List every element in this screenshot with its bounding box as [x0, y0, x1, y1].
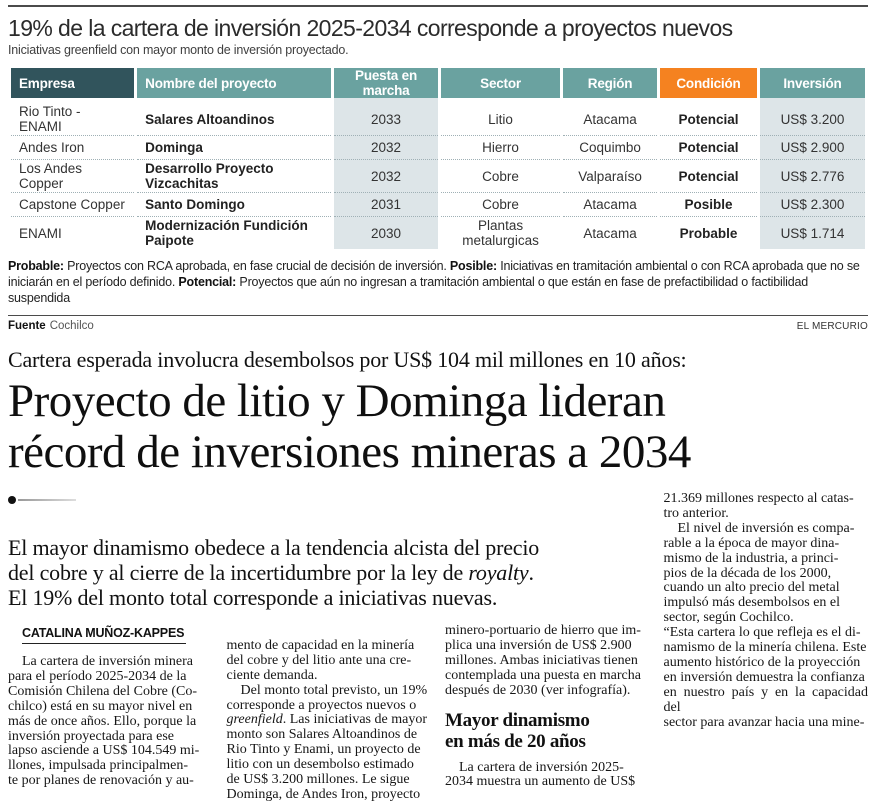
cell-inversion: US$ 3.200 [759, 98, 865, 135]
cell-condicion: Potencial [660, 159, 757, 192]
column-header-inversion: Inversión [759, 68, 865, 98]
cell-proyecto: Modernización Fundición Paipote [137, 216, 332, 249]
infographic-block: 19% de la cartera de inversión 2025-2034… [8, 15, 868, 334]
cell-condicion: Posible [660, 192, 757, 216]
table-row: Andes Iron Dominga 2032 Hierro Coquimbo … [11, 135, 865, 159]
table-header-row: Empresa Nombre del proyecto Puesta en ma… [11, 68, 865, 98]
cell-region: Atacama [563, 216, 658, 249]
bullet-rule [18, 499, 76, 501]
cell-empresa: ENAMI [11, 216, 135, 249]
cell-sector: Cobre [441, 192, 561, 216]
body-column-2: mento de capacidad en la minería del cob… [227, 624, 432, 803]
cell-puesta: 2033 [334, 98, 438, 135]
byline: CATALINA MUÑOZ-KAPPES [22, 626, 187, 644]
column-header-puesta: Puesta en marcha [334, 68, 438, 98]
column-3-paragraph-2: La cartera de inversión 2025- 2034 muest… [445, 759, 636, 790]
table-row: Rio Tinto - ENAMI Salares Altoandinos 20… [11, 98, 865, 135]
cell-proyecto: Dominga [137, 135, 332, 159]
column-2-text-before: mento de capacidad en la minería del cob… [226, 637, 428, 713]
cell-condicion: Potencial [678, 111, 739, 127]
column-header-condicion: Condición [660, 68, 757, 98]
source-rule [8, 315, 868, 316]
cell-sector: Hierro [441, 135, 561, 159]
infographic-subtitle: Iniciativas greenfield con mayor monto d… [8, 43, 349, 57]
lead-marker [8, 496, 650, 504]
top-rule [8, 5, 868, 7]
bullet-dot-icon [8, 496, 16, 504]
lead-royalty-italic: royalty [468, 560, 529, 585]
cell-empresa: Los Andes Copper [11, 159, 135, 192]
table-row: Los Andes Copper Desarrollo Proyecto Viz… [11, 159, 865, 192]
body-column-4: 21.369 millones respecto al catas- tro a… [663, 491, 869, 730]
table-row: ENAMI Modernización Fundición Paipote 20… [11, 216, 865, 249]
article-block: Cartera esperada involucra desembolsos p… [8, 347, 868, 803]
cell-puesta: 2032 [334, 135, 438, 159]
cell-puesta: 2030 [334, 216, 438, 249]
lead-paragraph: El mayor dinamismo obedece a la tendenci… [8, 510, 650, 610]
cell-condicion: Probable [660, 216, 757, 249]
cell-proyecto: Desarrollo Proyecto Vizcachitas [137, 159, 332, 192]
column-3-paragraph-1: minero-portuario de hierro que im- plica… [445, 623, 641, 698]
body-column-3: minero-portuario de hierro que im- plica… [445, 623, 650, 803]
lead-text-after: . El 19% del monto total corresponde a i… [8, 560, 534, 610]
column-header-empresa: Empresa [11, 68, 135, 98]
source-row: Fuente Cochilco EL MERCURIO [8, 316, 868, 334]
cell-region: Coquimbo [563, 135, 658, 159]
source: Fuente Cochilco [8, 320, 94, 332]
cell-empresa: Rio Tinto - ENAMI [19, 104, 81, 134]
footnote-potencial-text: Proyectos que aún no ingresan a tramitac… [8, 275, 808, 305]
source-label: Fuente [8, 320, 46, 332]
cell-empresa: Andes Iron [11, 135, 135, 159]
cell-region: Atacama [563, 192, 658, 216]
body-column-1: CATALINA MUÑOZ-KAPPES La cartera de inve… [8, 624, 213, 803]
cell-inversion: US$ 1.714 [759, 216, 865, 249]
cell-region: Atacama [583, 111, 637, 127]
cell-puesta: 2032 [334, 159, 438, 192]
source-value: Cochilco [49, 320, 94, 332]
cell-sector: Plantas metalurgicas [441, 216, 561, 249]
lead-block: El mayor dinamismo obedece a la tendenci… [8, 492, 650, 610]
footnote-posible-label: Posible: [449, 259, 497, 273]
article-headline: Proyecto de litio y Dominga lideran réco… [8, 375, 691, 478]
column-header-sector: Sector [441, 68, 561, 98]
footnote-potencial-label: Potencial: [178, 275, 237, 289]
column-header-region: Región [563, 68, 658, 98]
article-subhead: Mayor dinamismo en más de 20 años [445, 709, 590, 752]
cell-inversion: US$ 2.900 [759, 135, 865, 159]
cell-empresa: Capstone Copper [11, 192, 135, 216]
column-header-proyecto: Nombre del proyecto [137, 68, 332, 98]
article-body: El mayor dinamismo obedece a la tendenci… [8, 491, 869, 803]
cell-inversion: US$ 2.300 [759, 192, 865, 216]
cell-puesta: 2031 [334, 192, 438, 216]
cell-sector: Cobre [441, 159, 561, 192]
cell-proyecto: Salares Altoandinos [145, 111, 275, 127]
footnote-probable-text: Proyectos con RCA aprobada, en fase cruc… [63, 259, 450, 273]
newspaper-page: 19% de la cartera de inversión 2025-2034… [0, 5, 876, 803]
cell-proyecto: Santo Domingo [137, 192, 332, 216]
cell-condicion: Potencial [660, 135, 757, 159]
article-kicker: Cartera esperada involucra desembolsos p… [8, 347, 687, 372]
infographic-title: 19% de la cartera de inversión 2025-2034… [8, 15, 733, 41]
projects-table: Empresa Nombre del proyecto Puesta en ma… [8, 68, 868, 249]
footnote-probable-label: Probable: [8, 259, 64, 273]
cell-inversion: US$ 2.776 [759, 159, 865, 192]
cell-region: Valparaíso [563, 159, 658, 192]
footnote-posible-text: Iniciativas en tramitación ambiental o c… [8, 259, 860, 289]
table-row: Capstone Copper Santo Domingo 2031 Cobre… [11, 192, 865, 216]
lead-text-before: El mayor dinamismo obedece a la tendenci… [8, 535, 540, 585]
column-2-greenfield-italic: greenfield [226, 712, 283, 728]
column-1-text: La cartera de inversión minera para el p… [8, 654, 200, 789]
cell-sector: Litio [488, 111, 513, 127]
newspaper-credit: EL MERCURIO [796, 320, 868, 332]
table-footnote: Probable: Proyectos con RCA aprobada, en… [8, 258, 868, 306]
